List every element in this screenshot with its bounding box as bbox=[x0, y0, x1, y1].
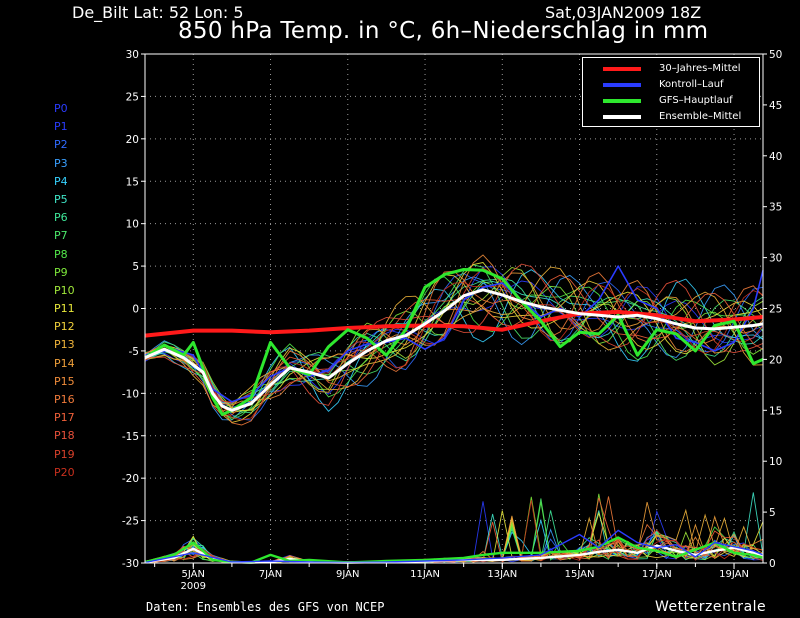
member-temp-line-p12 bbox=[144, 274, 764, 423]
y-right-tick-label: 0 bbox=[769, 558, 776, 570]
temp-line-ensemble-mean bbox=[144, 288, 764, 412]
legend-item-control-run: Kontroll–Lauf bbox=[583, 78, 759, 92]
chart-title: 850 hPa Temp. in °C, 6h–Niederschlag in … bbox=[178, 18, 709, 44]
y-left-tick-label: 15 bbox=[126, 176, 139, 188]
y-left-tick-label: 10 bbox=[126, 219, 139, 231]
legend-label-control-run: Kontroll–Lauf bbox=[659, 79, 724, 90]
member-label-p2: P2 bbox=[54, 138, 68, 152]
y-left-tick-label: -30 bbox=[122, 558, 139, 570]
y-right-tick-label: 30 bbox=[769, 253, 782, 265]
member-label-p18: P18 bbox=[54, 429, 75, 443]
member-label-p9: P9 bbox=[54, 265, 68, 279]
y-left-tick-label: -25 bbox=[122, 516, 139, 528]
temp-line-control-run bbox=[144, 265, 764, 403]
x-tick-label: 19JAN bbox=[719, 569, 749, 580]
y-right-tick-label: 35 bbox=[769, 202, 782, 214]
x-tick-label: 13JAN bbox=[487, 569, 517, 580]
member-list: P0 P1 P2 P3 P4 P5 P6 P7 P8 P9 P10 P11 P12 P13 P14 P15 P1… bbox=[54, 100, 104, 482]
data-source-label: Daten: Ensembles des GFS von NCEP bbox=[146, 600, 385, 614]
member-label-p7: P7 bbox=[54, 229, 68, 243]
legend-item-main-run: GFS–Hauptlauf bbox=[583, 94, 759, 108]
member-label-p1: P1 bbox=[54, 120, 68, 134]
y-right-tick-label: 5 bbox=[769, 507, 776, 519]
x-tick-label: 15JAN bbox=[565, 569, 595, 580]
y-right-tick-label: 10 bbox=[769, 456, 782, 468]
y-right-tick-label: 45 bbox=[769, 100, 782, 112]
member-label-p10: P10 bbox=[54, 283, 75, 297]
y-left-tick-label: -15 bbox=[122, 431, 139, 443]
x-tick-label: 9JAN bbox=[336, 569, 359, 580]
member-label-p0: P0 bbox=[54, 102, 68, 115]
grid-lines bbox=[145, 54, 763, 563]
member-label-p8: P8 bbox=[54, 247, 68, 261]
y-left-tick-label: -5 bbox=[129, 346, 139, 358]
member-temp-line-p2 bbox=[144, 273, 764, 421]
precip-line-main-run bbox=[144, 536, 764, 564]
axes: -30 -25 -20 -15 -10 -5 0 5 10 15 20 25 30 0 5 10 15 20 25 3… bbox=[122, 49, 783, 592]
y-right-tick-label: 20 bbox=[769, 354, 782, 366]
member-label-p13: P13 bbox=[54, 338, 75, 352]
legend-label-climatology: 30–Jahres–Mittel bbox=[659, 63, 741, 74]
y-left-tick-label: -10 bbox=[122, 388, 139, 400]
member-temp-line-p20 bbox=[144, 282, 764, 421]
brand-label: Wetterzentrale bbox=[655, 599, 767, 615]
member-label-p4: P4 bbox=[54, 174, 68, 188]
y-left-tick-label: 5 bbox=[132, 261, 139, 273]
y-left-tick-label: 20 bbox=[126, 134, 139, 146]
location-label: De_Bilt Lat: 52 Lon: 5 bbox=[72, 3, 244, 22]
precip-line-control-run bbox=[144, 529, 764, 564]
member-label-p5: P5 bbox=[54, 192, 68, 206]
y-right-tick-label: 50 bbox=[769, 49, 782, 61]
y-right-tick-label: 15 bbox=[769, 405, 782, 417]
legend-swatch-ensemble-mean bbox=[603, 115, 641, 119]
legend-label-ensemble-mean: Ensemble–Mittel bbox=[659, 111, 742, 122]
member-label-p16: P16 bbox=[54, 393, 75, 406]
x-tick-label: 17JAN bbox=[642, 569, 672, 580]
highlighted-series-lines bbox=[144, 265, 764, 564]
x-tick-label: 5JAN bbox=[182, 569, 205, 580]
temp-line-main-run bbox=[144, 268, 764, 416]
member-label-p20: P20 bbox=[54, 465, 75, 479]
legend: 30–Jahres–Mittel Kontroll–Lauf GFS–Haupt… bbox=[582, 57, 760, 127]
run-time-label: Sat,03JAN2009 18Z bbox=[545, 3, 702, 22]
legend-swatch-control-run bbox=[603, 83, 641, 87]
legend-item-climatology: 30–Jahres–Mittel bbox=[583, 62, 759, 76]
legend-swatch-climatology bbox=[603, 67, 641, 71]
legend-label-main-run: GFS–Hauptlauf bbox=[659, 95, 733, 106]
member-label-p3: P3 bbox=[54, 156, 68, 170]
member-temp-line-p18 bbox=[144, 263, 764, 406]
legend-item-ensemble-mean: Ensemble–Mittel bbox=[583, 110, 759, 124]
temp-line-climatology bbox=[144, 309, 764, 338]
y-left-tick-label: -20 bbox=[122, 473, 139, 485]
y-left-tick-label: 30 bbox=[126, 49, 139, 61]
member-label-p11: P11 bbox=[54, 302, 75, 316]
x-tick-label: 7JAN bbox=[259, 569, 282, 580]
member-label-p12: P12 bbox=[54, 320, 75, 334]
member-label-p15: P15 bbox=[54, 374, 75, 388]
x-tick-label: 11JAN bbox=[410, 569, 440, 580]
y-right-tick-label: 40 bbox=[769, 151, 782, 163]
legend-swatch-main-run bbox=[603, 99, 641, 103]
member-label-p17: P17 bbox=[54, 411, 75, 425]
x-tick-sublabel: 2009 bbox=[181, 581, 206, 592]
y-left-tick-label: 25 bbox=[126, 91, 139, 103]
member-label-p14: P14 bbox=[54, 356, 75, 370]
member-label-p19: P19 bbox=[54, 447, 75, 461]
y-left-tick-label: 0 bbox=[132, 304, 139, 316]
y-right-tick-label: 25 bbox=[769, 304, 782, 316]
member-label-p6: P6 bbox=[54, 211, 68, 225]
